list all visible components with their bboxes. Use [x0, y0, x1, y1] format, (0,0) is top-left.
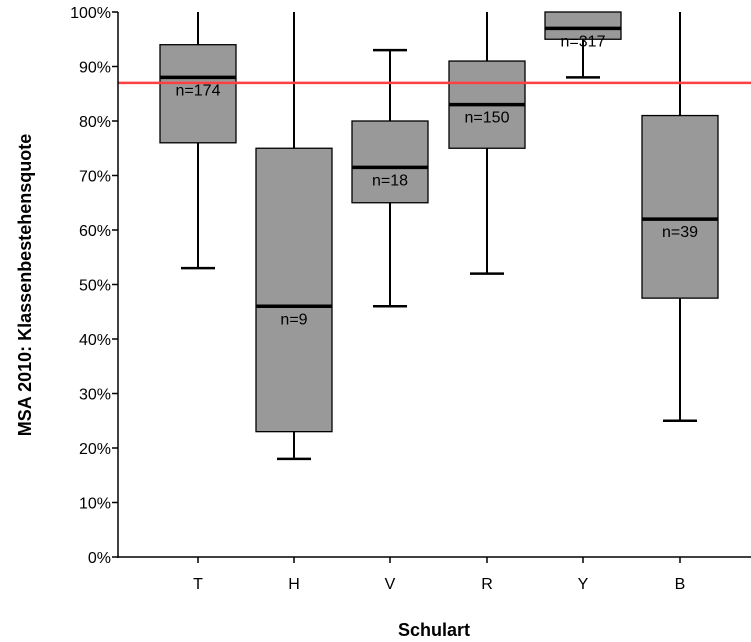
y-tick-label-6: 60% — [79, 223, 111, 240]
n-labels-layer: n=174 n=9 n=18 n=150 n=317 n=39 — [176, 33, 699, 328]
box-group-b — [641, 12, 719, 422]
n-label-v: n=18 — [372, 172, 408, 189]
y-tick-label-4: 40% — [79, 332, 111, 349]
y-tick-label-2: 20% — [79, 441, 111, 458]
boxes-layer — [159, 11, 719, 461]
y-axis-title: MSA 2010: Klassenbestehensquote — [15, 134, 35, 436]
y-tick-label-9: 90% — [79, 60, 111, 77]
n-label-y: n=317 — [561, 33, 606, 50]
box-group-v — [351, 48, 429, 308]
x-axis-title: Schulart — [398, 620, 470, 640]
box-t — [159, 44, 237, 144]
box-group-y — [544, 11, 622, 79]
box-h — [255, 147, 333, 433]
x-tick-label-t: T — [193, 576, 203, 593]
x-tick-label-h: H — [288, 576, 300, 593]
y-tick-label-8: 80% — [79, 114, 111, 131]
y-tick-label-3: 30% — [79, 387, 111, 404]
x-tick-label-v: V — [385, 576, 396, 593]
n-label-r: n=150 — [465, 110, 510, 127]
box-v — [351, 120, 429, 204]
n-label-b: n=39 — [662, 224, 698, 241]
n-label-t: n=174 — [176, 82, 221, 99]
n-label-h: n=9 — [280, 311, 307, 328]
y-tick-label-1: 10% — [79, 496, 111, 513]
x-tick-label-r: R — [481, 576, 493, 593]
y-tick-label-10: 100% — [70, 5, 111, 22]
box-b — [641, 114, 719, 299]
y-tick-label-7: 70% — [79, 169, 111, 186]
box-group-t — [159, 12, 237, 270]
box-y — [544, 11, 622, 40]
x-tick-label-y: Y — [578, 576, 589, 593]
y-tick-label-0: 0% — [88, 550, 111, 567]
axes-layer: 0% 10% 20% 30% 40% 50% 60% 70% 80% 90% 100% T H V R Y B — [70, 5, 751, 593]
box-group-h — [255, 12, 333, 461]
y-tick-label-5: 50% — [79, 278, 111, 295]
x-tick-label-b: B — [675, 576, 686, 593]
box-group-r — [448, 12, 526, 275]
